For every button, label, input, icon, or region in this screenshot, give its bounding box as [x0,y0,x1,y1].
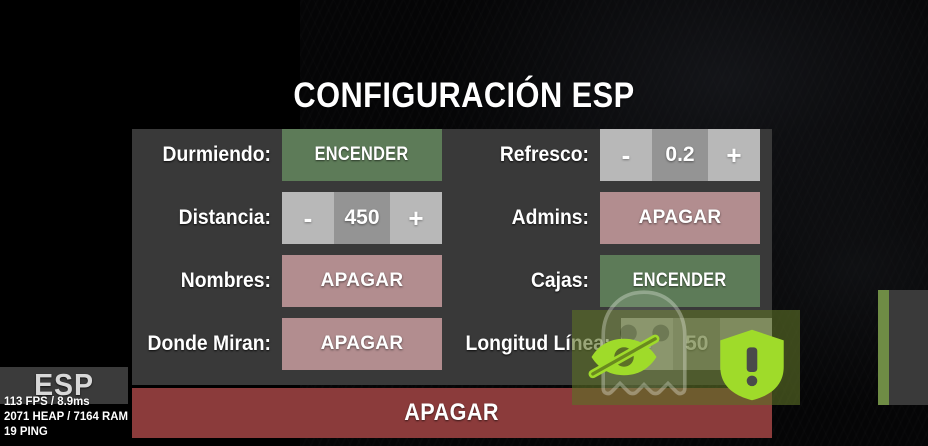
toggle-cajas-label: ENCENDER [633,270,727,291]
toggle-admins-label: APAGAR [638,207,722,228]
settings-row: Nombres: APAGAR Cajas: ENCENDER [132,255,772,307]
distancia-value: 450 [334,192,390,244]
refresco-increment-button[interactable]: + [708,129,760,181]
settings-row: Durmiendo: ENCENDER Refresco: - 0.2 + [132,129,772,181]
toggle-donde-miran[interactable]: APAGAR [282,318,442,370]
setting-distancia: Distancia: - 450 + [132,192,452,244]
setting-refresco: Refresco: - 0.2 + [452,129,772,181]
setting-admins: Admins: APAGAR [452,192,772,244]
toggle-nombres[interactable]: APAGAR [282,255,442,307]
right-edge-strip [878,290,889,405]
setting-label-cajas: Cajas: [530,269,589,292]
toggle-cajas[interactable]: ENCENDER [600,255,760,307]
performance-fps: 113 FPS / 8.9ms [4,394,90,408]
distancia-increment-button[interactable]: + [390,192,442,244]
toggle-donde-miran-label: APAGAR [320,333,404,354]
toggle-durmiendo[interactable]: ENCENDER [282,129,442,181]
stepper-distancia: - 450 + [282,192,442,244]
toggle-admins[interactable]: APAGAR [600,192,760,244]
toggle-nombres-label: APAGAR [320,270,404,291]
refresco-value: 0.2 [652,129,708,181]
setting-label-nombres: Nombres: [180,269,271,292]
right-edge-panel [889,290,928,405]
performance-memory: 2071 HEAP / 7164 RAM [4,409,128,423]
setting-label-distancia: Distancia: [178,206,271,229]
shield-alert-icon[interactable] [716,328,788,402]
stepper-refresco: - 0.2 + [600,129,760,181]
eye-off-icon[interactable] [585,330,663,384]
page-title: CONFIGURACIÓN ESP [293,76,635,115]
setting-donde-miran: Donde Miran: APAGAR [132,318,452,370]
refresco-decrement-button[interactable]: - [600,129,652,181]
setting-label-admins: Admins: [511,206,589,229]
setting-label-refresco: Refresco: [499,143,589,166]
setting-label-durmiendo: Durmiendo: [162,143,271,166]
master-toggle-label: APAGAR [404,399,500,426]
setting-label-donde-miran: Donde Miran: [147,332,271,355]
performance-ping: 19 PING [4,424,48,438]
setting-nombres: Nombres: APAGAR [132,255,452,307]
settings-row: Distancia: - 450 + Admins: APAGAR [132,192,772,244]
setting-cajas: Cajas: ENCENDER [452,255,772,307]
performance-hud-background [0,367,128,404]
toggle-durmiendo-label: ENCENDER [315,144,409,165]
distancia-decrement-button[interactable]: - [282,192,334,244]
setting-durmiendo: Durmiendo: ENCENDER [132,129,452,181]
performance-hud-title: ESP [34,367,94,402]
